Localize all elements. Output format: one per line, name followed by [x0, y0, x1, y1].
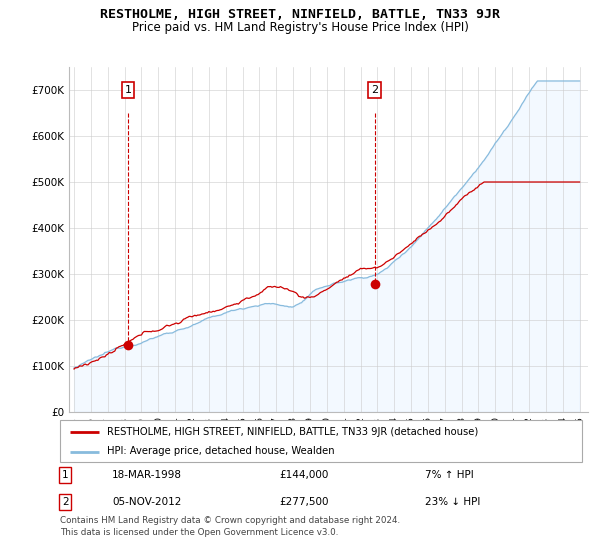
Text: 7% ↑ HPI: 7% ↑ HPI: [425, 470, 474, 480]
Text: Price paid vs. HM Land Registry's House Price Index (HPI): Price paid vs. HM Land Registry's House …: [131, 21, 469, 34]
Text: 05-NOV-2012: 05-NOV-2012: [112, 497, 182, 507]
Text: Contains HM Land Registry data © Crown copyright and database right 2024.: Contains HM Land Registry data © Crown c…: [60, 516, 400, 525]
Text: 23% ↓ HPI: 23% ↓ HPI: [425, 497, 481, 507]
Text: £144,000: £144,000: [279, 470, 329, 480]
Text: £277,500: £277,500: [279, 497, 329, 507]
Text: 1: 1: [62, 470, 68, 480]
Text: 2: 2: [371, 85, 379, 95]
Text: 1: 1: [125, 85, 131, 95]
Text: RESTHOLME, HIGH STREET, NINFIELD, BATTLE, TN33 9JR (detached house): RESTHOLME, HIGH STREET, NINFIELD, BATTLE…: [107, 427, 478, 437]
Text: 2: 2: [62, 497, 68, 507]
Text: This data is licensed under the Open Government Licence v3.0.: This data is licensed under the Open Gov…: [60, 528, 338, 536]
Text: HPI: Average price, detached house, Wealden: HPI: Average price, detached house, Weal…: [107, 446, 335, 456]
FancyBboxPatch shape: [60, 420, 582, 462]
Text: RESTHOLME, HIGH STREET, NINFIELD, BATTLE, TN33 9JR: RESTHOLME, HIGH STREET, NINFIELD, BATTLE…: [100, 8, 500, 21]
Text: 18-MAR-1998: 18-MAR-1998: [112, 470, 182, 480]
